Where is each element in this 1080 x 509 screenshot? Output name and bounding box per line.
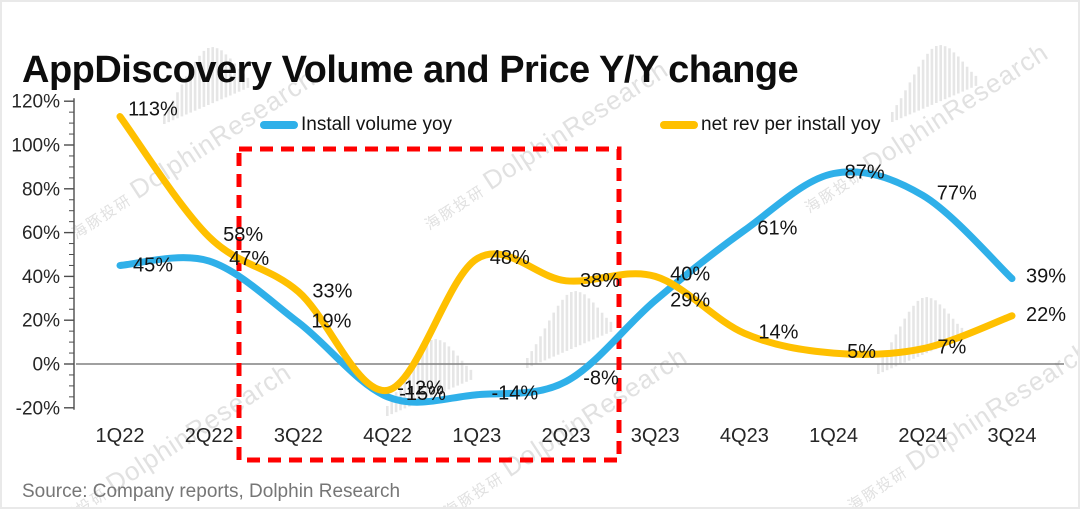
- data-label: 61%: [757, 217, 797, 239]
- data-label: -8%: [583, 368, 619, 390]
- legend-item-net-rev: net rev per install yoy: [660, 114, 881, 135]
- data-label: 113%: [128, 99, 178, 121]
- data-label: 58%: [223, 224, 263, 246]
- data-label: 45%: [133, 254, 173, 276]
- y-tick-label: 80%: [22, 179, 60, 200]
- y-axis: -20% 0% 20% 40% 60% 80% 100% 120%: [11, 92, 75, 419]
- data-label: 39%: [1026, 266, 1066, 288]
- data-label: 47%: [229, 248, 269, 270]
- data-label: 29%: [670, 290, 710, 312]
- watermark-logo: [163, 47, 250, 124]
- watermark-logo: [386, 339, 473, 416]
- x-tick-label: 4Q23: [720, 425, 769, 447]
- data-label: 14%: [758, 321, 798, 343]
- series-line-install-volume: [116, 168, 1016, 406]
- data-label: 48%: [490, 247, 530, 269]
- y-tick-label: 100%: [11, 136, 60, 157]
- x-tick-label: 2Q23: [542, 425, 591, 447]
- data-label: 77%: [937, 182, 977, 204]
- y-tick-label: 120%: [11, 92, 60, 113]
- y-tick-label: -20%: [16, 398, 60, 419]
- chart-title: AppDiscovery Volume and Price Y/Y change: [22, 49, 799, 92]
- highlight-box: [236, 146, 622, 463]
- watermark-logo: [891, 45, 978, 122]
- data-label: 22%: [1026, 304, 1066, 326]
- data-label: -12%: [397, 377, 444, 399]
- x-tick-label: 2Q22: [185, 425, 234, 447]
- watermark-logo: [526, 291, 613, 368]
- x-tick-label: 3Q24: [988, 425, 1037, 447]
- x-tick-label: 1Q23: [452, 425, 501, 447]
- x-tick-label: 1Q24: [809, 425, 858, 447]
- series-line-net-rev-per-install: [116, 113, 1016, 394]
- data-label: -15%: [399, 383, 446, 405]
- x-tick-label: 2Q24: [898, 425, 947, 447]
- data-label: 87%: [845, 162, 885, 184]
- data-label: 19%: [311, 310, 351, 332]
- data-label: 38%: [580, 270, 620, 292]
- x-tick-label: 1Q22: [96, 425, 145, 447]
- y-tick-label: 40%: [22, 267, 60, 288]
- data-label: -14%: [491, 383, 538, 405]
- legend-item-install-volume: Install volume yoy: [260, 114, 453, 135]
- x-tick-label: 4Q22: [363, 425, 412, 447]
- legend-label: Install volume yoy: [301, 114, 453, 135]
- source-note: Source: Company reports, Dolphin Researc…: [22, 481, 401, 502]
- data-label: 5%: [847, 341, 876, 363]
- x-tick-label: 3Q23: [631, 425, 680, 447]
- y-tick-label: 0%: [33, 355, 61, 376]
- y-tick-label: 60%: [22, 223, 60, 244]
- watermark-logo: [877, 297, 964, 374]
- x-tick-label: 3Q22: [274, 425, 323, 447]
- legend-label: net rev per install yoy: [701, 114, 881, 135]
- data-label: 40%: [670, 263, 710, 285]
- x-axis-labels: 1Q22 2Q22 3Q22 4Q22 1Q23 2Q23 3Q23 4Q23 1Q24 2Q24…: [96, 425, 1037, 447]
- y-tick-label: 20%: [22, 311, 60, 332]
- legend-swatch-yellow: [660, 121, 698, 129]
- data-label: 7%: [937, 337, 966, 359]
- data-label: 33%: [312, 281, 352, 303]
- data-labels: 45% 47% 19% -15% -14% -8% 29% 61% 87% 77% 39% 113% 5…: [128, 99, 1066, 405]
- legend-swatch-blue: [260, 121, 298, 129]
